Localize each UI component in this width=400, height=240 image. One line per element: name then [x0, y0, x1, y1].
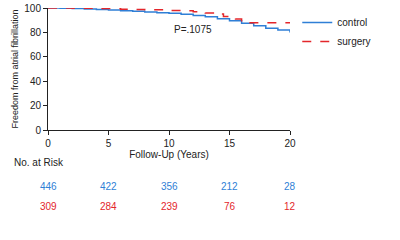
svg-text:422: 422	[100, 181, 117, 192]
svg-text:80: 80	[30, 27, 42, 38]
svg-text:100: 100	[24, 3, 41, 14]
svg-text:control: control	[337, 17, 367, 28]
svg-text:76: 76	[224, 201, 236, 212]
svg-text:0: 0	[35, 125, 41, 136]
svg-text:12: 12	[284, 201, 296, 212]
svg-text:No. at Risk: No. at Risk	[14, 157, 64, 168]
svg-text:10: 10	[163, 138, 175, 149]
svg-text:60: 60	[30, 51, 42, 62]
svg-text:284: 284	[100, 201, 117, 212]
svg-text:20: 20	[30, 100, 42, 111]
svg-text:309: 309	[40, 201, 57, 212]
svg-text:15: 15	[224, 138, 236, 149]
svg-text:Follow-Up (Years): Follow-Up (Years)	[129, 149, 209, 160]
svg-text:5: 5	[106, 138, 112, 149]
svg-text:surgery: surgery	[337, 36, 370, 47]
svg-text:446: 446	[40, 181, 57, 192]
svg-text:239: 239	[161, 201, 178, 212]
svg-text:Freedom from atrial fibrillati: Freedom from atrial fibrillation	[10, 9, 20, 128]
svg-text:0: 0	[45, 138, 51, 149]
svg-text:40: 40	[30, 76, 42, 87]
svg-text:28: 28	[284, 181, 296, 192]
svg-text:356: 356	[161, 181, 178, 192]
svg-text:20: 20	[284, 138, 296, 149]
svg-text:212: 212	[221, 181, 238, 192]
svg-text:P=.1075: P=.1075	[174, 24, 212, 35]
